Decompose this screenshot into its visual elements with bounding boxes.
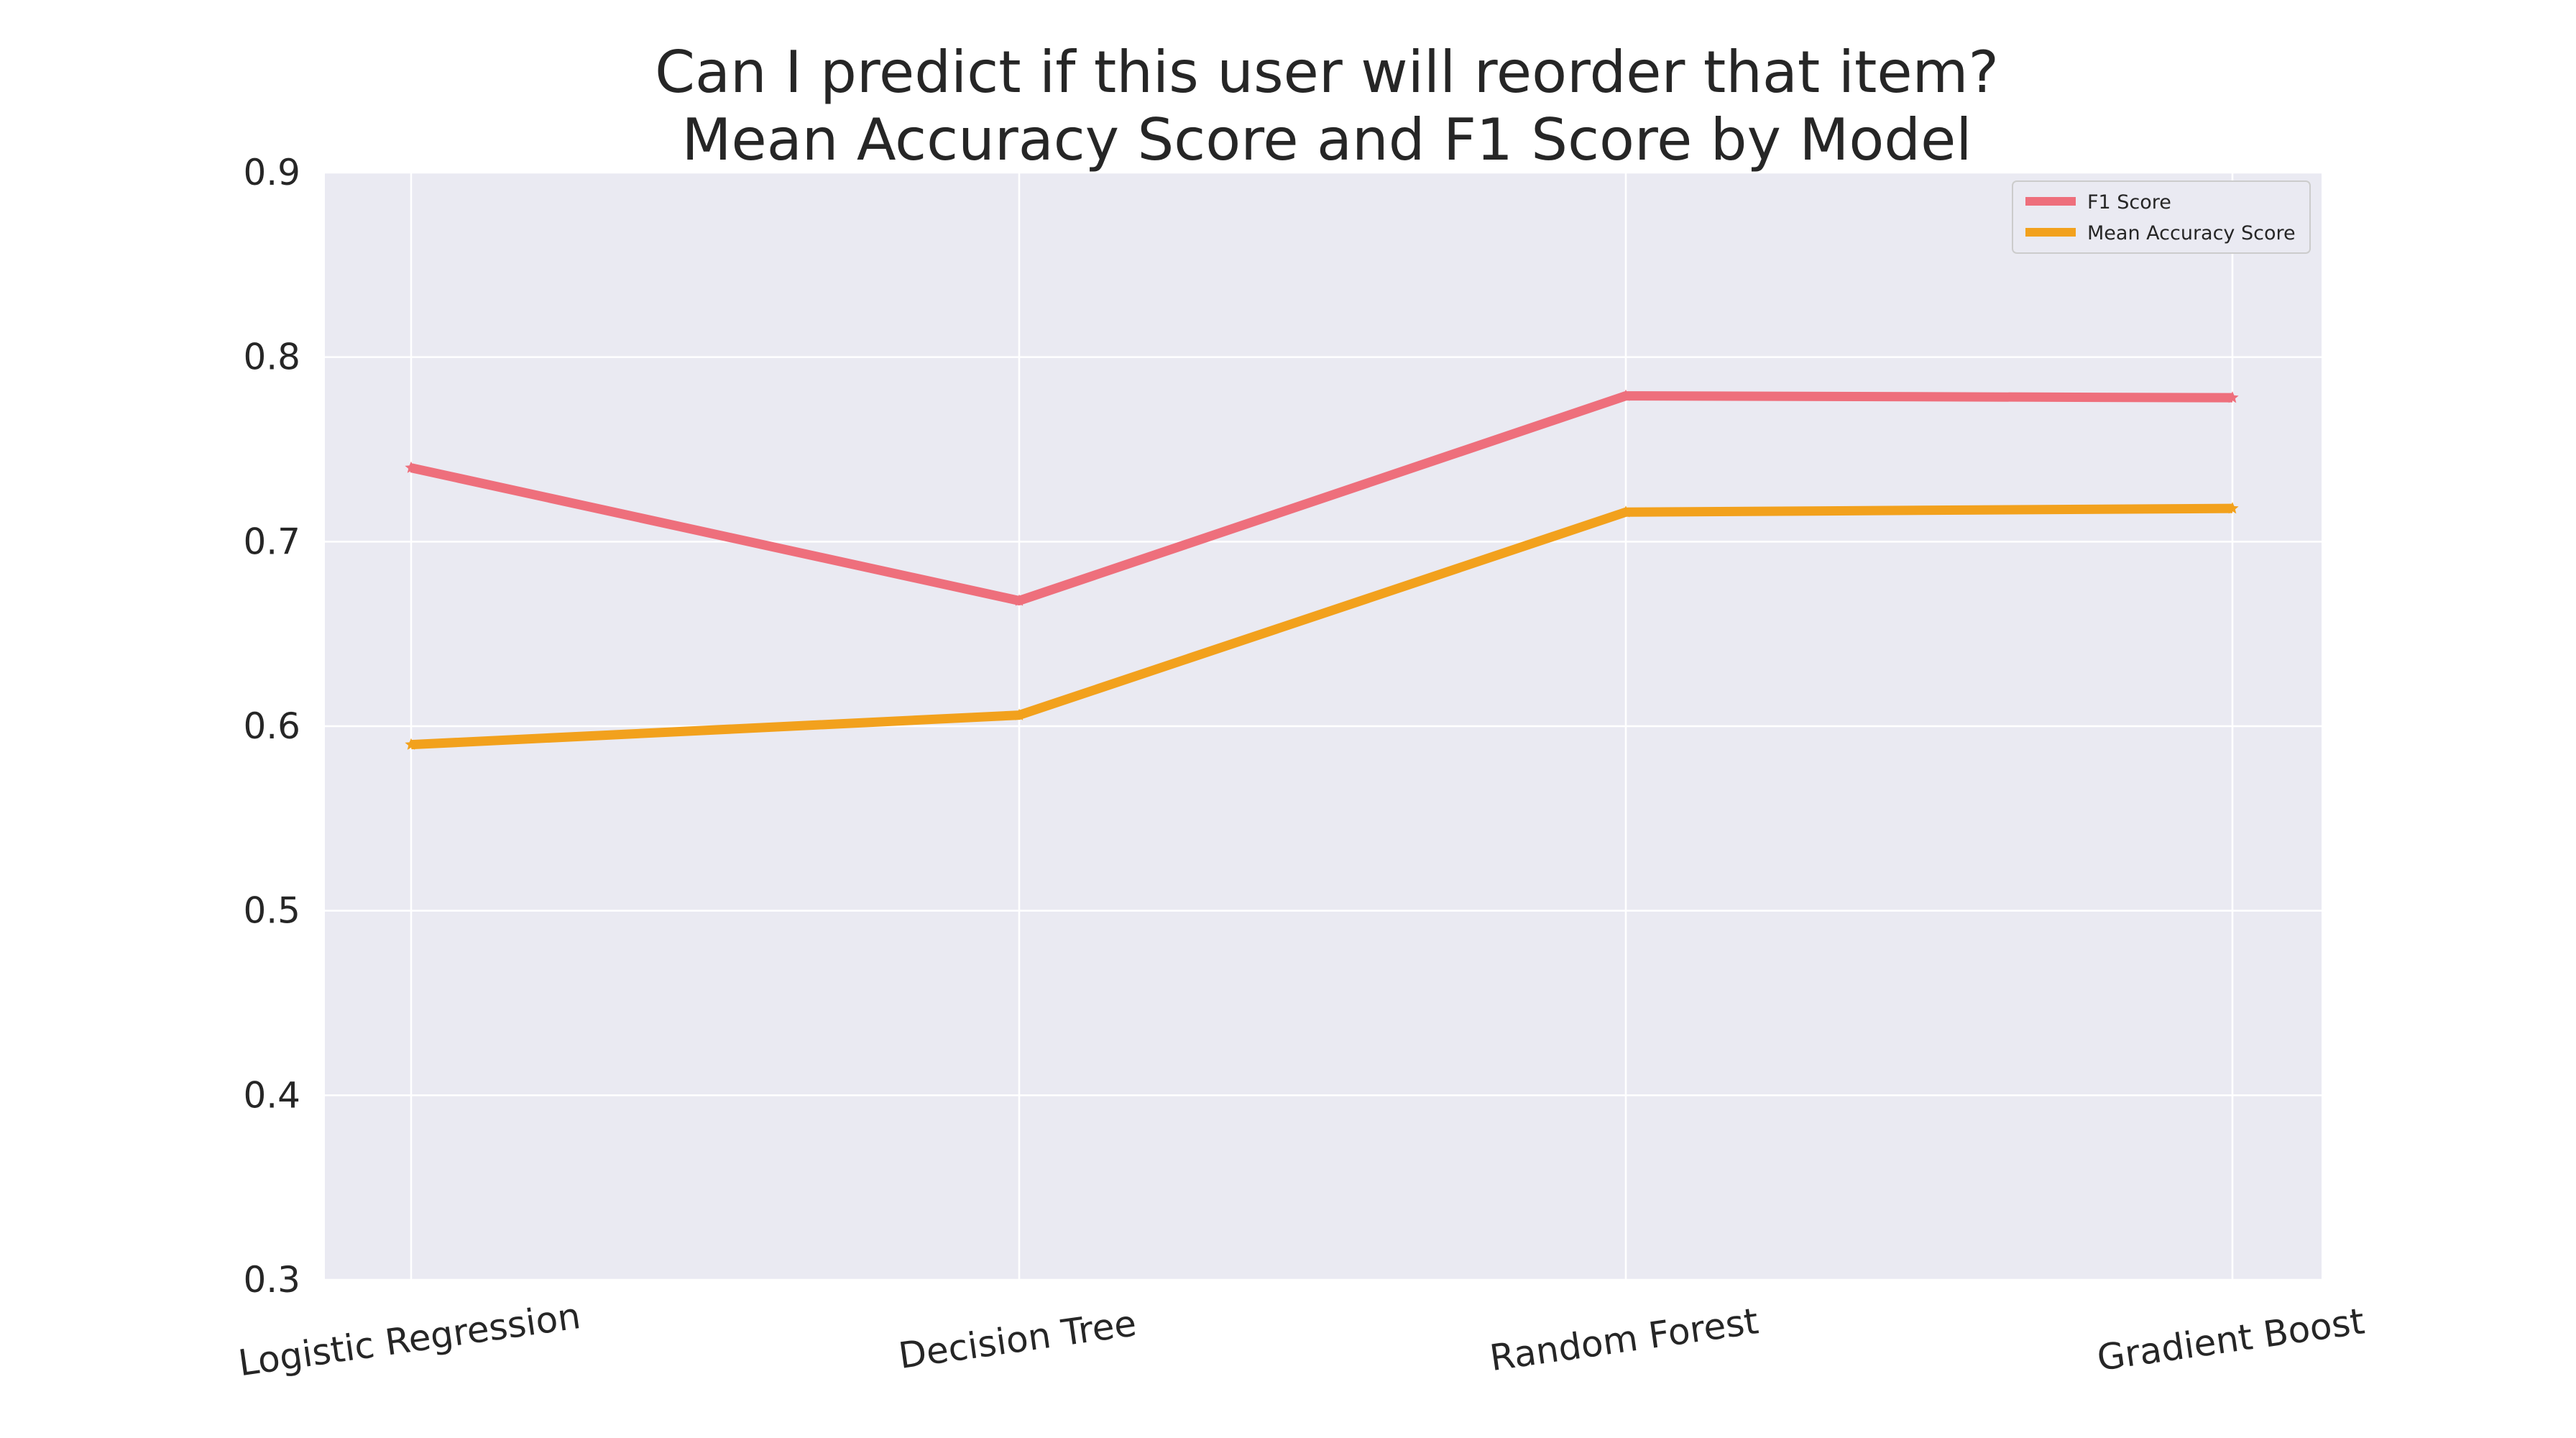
y-tick-label: 0.5 [243,890,300,932]
y-tick-label: 0.6 [243,705,300,747]
data-point [2226,391,2239,403]
grid [325,171,2322,1281]
legend-label: Mean Accuracy Score [2087,222,2296,244]
y-tick-label: 0.8 [243,336,300,378]
legend-box [2012,180,2311,254]
data-point [405,738,418,750]
data-point [1619,505,1632,518]
data-point [1013,708,1026,720]
data-point [1013,594,1026,606]
series-group [405,389,2239,750]
chart-title: Can I predict if this user will reorder … [655,39,1999,106]
series-line [410,391,2233,605]
series-line [410,503,2233,750]
legend-label: F1 Score [2087,191,2171,214]
data-point [2226,502,2239,514]
y-tick-label: 0.7 [243,521,300,562]
x-tick-label: Logistic Regression [236,1295,583,1384]
x-tick-label: Gradient Boost [2094,1300,2367,1379]
data-point [1619,389,1632,401]
x-tick-label: Random Forest [1487,1300,1761,1379]
chart-subtitle: Mean Accuracy Score and F1 Score by Mode… [681,106,1972,173]
y-tick-label: 0.9 [243,152,300,193]
y-tick-label: 0.4 [243,1074,300,1116]
x-axis: Logistic Regression Decision Tree Random F… [236,1295,2367,1384]
data-point [405,461,418,473]
y-tick-label: 0.3 [243,1259,300,1301]
legend: F1 Score Mean Accuracy Score [2012,180,2311,254]
y-axis: 0.3 0.4 0.5 0.6 0.7 0.8 0.9 [243,152,300,1301]
x-tick-label: Decision Tree [896,1302,1139,1377]
